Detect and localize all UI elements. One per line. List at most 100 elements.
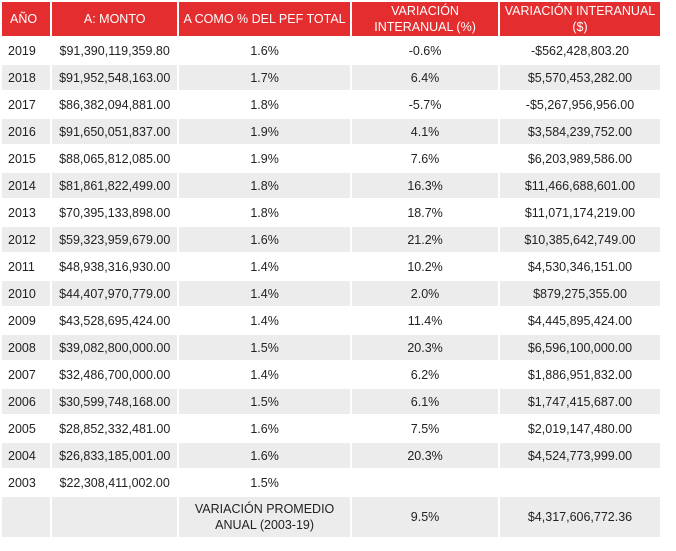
- yoy-amount-cell: $4,445,895,424.00: [500, 308, 660, 333]
- pct-of-pef-cell: 1.9%: [179, 146, 351, 171]
- footer-average-amount: $4,317,606,772.36: [500, 497, 660, 537]
- year-cell: 2003: [2, 470, 51, 495]
- table-row: 2003 $22,308,411,002.00 1.5%: [2, 470, 660, 495]
- table-body: 2019 $91,390,119,359.80 1.6% -0.6% -$562,428…: [2, 38, 660, 537]
- footer-row: VARIACIÓN PROMEDIO ANUAL (2003-19) 9.5% …: [2, 497, 660, 537]
- amount-cell: $28,852,332,481.00: [52, 416, 178, 441]
- year-cell: 2010: [2, 281, 51, 306]
- amount-cell: $43,528,695,424.00: [52, 308, 178, 333]
- footer-label: VARIACIÓN PROMEDIO ANUAL (2003-19): [179, 497, 351, 537]
- amount-cell: $81,861,822,499.00: [52, 173, 178, 198]
- pct-of-pef-cell: 1.4%: [179, 362, 351, 387]
- table-row: 2012 $59,323,959,679.00 1.6% 21.2% $10,385,6…: [2, 227, 660, 252]
- pct-of-pef-cell: 1.4%: [179, 308, 351, 333]
- yoy-amount-cell: $2,019,147,480.00: [500, 416, 660, 441]
- yoy-amount-cell: $11,466,688,601.00: [500, 173, 660, 198]
- table-row: 2009 $43,528,695,424.00 1.4% 11.4% $4,445,89…: [2, 308, 660, 333]
- table-row: 2015 $88,065,812,085.00 1.9% 7.6% $6,203,989…: [2, 146, 660, 171]
- year-cell: 2015: [2, 146, 51, 171]
- pct-of-pef-cell: 1.6%: [179, 38, 351, 63]
- yoy-amount-cell: $1,747,415,687.00: [500, 389, 660, 414]
- year-cell: 2016: [2, 119, 51, 144]
- yoy-pct-cell: 6.2%: [352, 362, 498, 387]
- yoy-amount-cell: $6,203,989,586.00: [500, 146, 660, 171]
- amount-cell: $44,407,970,779.00: [52, 281, 178, 306]
- yoy-pct-cell: 4.1%: [352, 119, 498, 144]
- amount-cell: $26,833,185,001.00: [52, 443, 178, 468]
- year-cell: 2005: [2, 416, 51, 441]
- table-row: 2010 $44,407,970,779.00 1.4% 2.0% $879,275,3…: [2, 281, 660, 306]
- yoy-pct-cell: 20.3%: [352, 443, 498, 468]
- amount-cell: $48,938,316,930.00: [52, 254, 178, 279]
- yoy-pct-cell: 21.2%: [352, 227, 498, 252]
- pct-of-pef-cell: 1.7%: [179, 65, 351, 90]
- header-amount: A: MONTO: [52, 2, 178, 36]
- pct-of-pef-cell: 1.6%: [179, 416, 351, 441]
- year-cell: 2004: [2, 443, 51, 468]
- yoy-amount-cell: $4,530,346,151.00: [500, 254, 660, 279]
- pct-of-pef-cell: 1.5%: [179, 470, 351, 495]
- yoy-pct-cell: 7.5%: [352, 416, 498, 441]
- table-row: 2008 $39,082,800,000.00 1.5% 20.3% $6,596,10…: [2, 335, 660, 360]
- year-cell: 2009: [2, 308, 51, 333]
- year-cell: 2017: [2, 92, 51, 117]
- header-row: AÑO A: MONTO A COMO % DEL PEF TOTAL VARI…: [2, 2, 660, 36]
- amount-cell: $91,952,548,163.00: [52, 65, 178, 90]
- pct-of-pef-cell: 1.5%: [179, 335, 351, 360]
- yoy-pct-cell: 18.7%: [352, 200, 498, 225]
- yoy-pct-cell: -0.6%: [352, 38, 498, 63]
- yoy-pct-cell: 7.6%: [352, 146, 498, 171]
- year-cell: 2006: [2, 389, 51, 414]
- pct-of-pef-cell: 1.8%: [179, 92, 351, 117]
- pct-of-pef-cell: 1.5%: [179, 389, 351, 414]
- yoy-pct-cell: 2.0%: [352, 281, 498, 306]
- pct-of-pef-cell: 1.9%: [179, 119, 351, 144]
- header-pct-of-pef: A COMO % DEL PEF TOTAL: [179, 2, 351, 36]
- yoy-amount-cell: $11,071,174,219.00: [500, 200, 660, 225]
- pct-of-pef-cell: 1.6%: [179, 443, 351, 468]
- table-row: 2017 $86,382,094,881.00 1.8% -5.7% -$5,267,9…: [2, 92, 660, 117]
- yoy-amount-cell: $879,275,355.00: [500, 281, 660, 306]
- yoy-pct-cell: 20.3%: [352, 335, 498, 360]
- amount-cell: $88,065,812,085.00: [52, 146, 178, 171]
- yoy-amount-cell: $10,385,642,749.00: [500, 227, 660, 252]
- pct-of-pef-cell: 1.8%: [179, 173, 351, 198]
- year-cell: 2013: [2, 200, 51, 225]
- amount-cell: $70,395,133,898.00: [52, 200, 178, 225]
- year-cell: 2014: [2, 173, 51, 198]
- table-row: 2004 $26,833,185,001.00 1.6% 20.3% $4,524,77…: [2, 443, 660, 468]
- table-row: 2013 $70,395,133,898.00 1.8% 18.7% $11,071,1…: [2, 200, 660, 225]
- pct-of-pef-cell: 1.8%: [179, 200, 351, 225]
- yoy-amount-cell: $3,584,239,752.00: [500, 119, 660, 144]
- yoy-amount-cell: $4,524,773,999.00: [500, 443, 660, 468]
- table-row: 2011 $48,938,316,930.00 1.4% 10.2% $4,530,34…: [2, 254, 660, 279]
- table-row: 2007 $32,486,700,000.00 1.4% 6.2% $1,886,951…: [2, 362, 660, 387]
- year-cell: 2019: [2, 38, 51, 63]
- year-cell: 2012: [2, 227, 51, 252]
- yoy-amount-cell: [500, 470, 660, 495]
- pct-of-pef-cell: 1.6%: [179, 227, 351, 252]
- year-cell: 2007: [2, 362, 51, 387]
- amount-cell: $86,382,094,881.00: [52, 92, 178, 117]
- yoy-amount-cell: $5,570,453,282.00: [500, 65, 660, 90]
- amount-cell: $39,082,800,000.00: [52, 335, 178, 360]
- yoy-pct-cell: 6.1%: [352, 389, 498, 414]
- year-cell: 2011: [2, 254, 51, 279]
- header-year: AÑO: [2, 2, 51, 36]
- header-yoy-pct: VARIACIÓN INTERANUAL (%): [352, 2, 498, 36]
- amount-cell: $22,308,411,002.00: [52, 470, 178, 495]
- amount-cell: $91,390,119,359.80: [52, 38, 178, 63]
- table-row: 2014 $81,861,822,499.00 1.8% 16.3% $11,466,6…: [2, 173, 660, 198]
- yoy-pct-cell: 11.4%: [352, 308, 498, 333]
- yoy-amount-cell: $6,596,100,000.00: [500, 335, 660, 360]
- amount-cell: $59,323,959,679.00: [52, 227, 178, 252]
- yoy-pct-cell: [352, 470, 498, 495]
- footer-empty-cell: [52, 497, 178, 537]
- yoy-pct-cell: -5.7%: [352, 92, 498, 117]
- amount-cell: $91,650,051,837.00: [52, 119, 178, 144]
- yoy-pct-cell: 6.4%: [352, 65, 498, 90]
- yoy-pct-cell: 10.2%: [352, 254, 498, 279]
- yoy-amount-cell: $1,886,951,832.00: [500, 362, 660, 387]
- budget-table: AÑO A: MONTO A COMO % DEL PEF TOTAL VARI…: [2, 2, 660, 537]
- table-row: 2005 $28,852,332,481.00 1.6% 7.5% $2,019,147…: [2, 416, 660, 441]
